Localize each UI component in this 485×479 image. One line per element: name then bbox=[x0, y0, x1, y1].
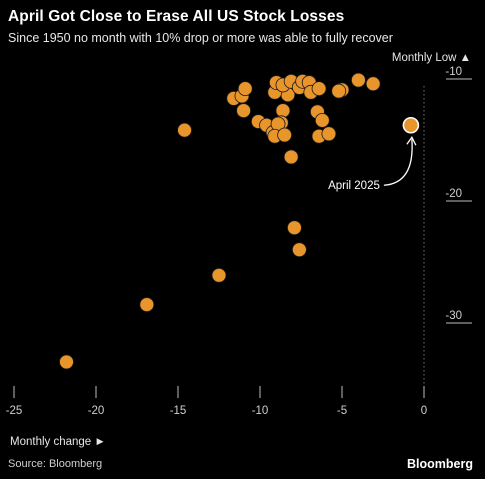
data-point bbox=[277, 127, 293, 143]
x-axis-label: Monthly change ► bbox=[10, 436, 106, 448]
x-tick-label: -5 bbox=[337, 405, 347, 417]
x-tick-label: -10 bbox=[252, 405, 269, 417]
chart-title: April Got Close to Erase All US Stock Lo… bbox=[8, 8, 345, 25]
data-point bbox=[331, 83, 347, 99]
data-point bbox=[59, 354, 74, 370]
data-point bbox=[236, 103, 252, 118]
source-note: Source: Bloomberg bbox=[8, 458, 103, 470]
x-tick-label: -25 bbox=[6, 405, 23, 417]
x-tick-label: -15 bbox=[170, 405, 187, 417]
highlight-annotation: April 2025 bbox=[328, 116, 420, 192]
data-point bbox=[237, 81, 253, 97]
annotation-arrowhead bbox=[406, 135, 417, 146]
data-point bbox=[291, 242, 307, 258]
data-point bbox=[177, 122, 192, 138]
y-tick-label: -30 bbox=[445, 310, 462, 322]
y-axis-label: Monthly Low ▲ bbox=[392, 52, 471, 64]
data-point bbox=[275, 103, 291, 118]
data-points bbox=[59, 72, 381, 370]
data-point bbox=[287, 220, 302, 236]
data-point bbox=[311, 81, 327, 97]
y-tick-label: -20 bbox=[445, 188, 462, 200]
data-point bbox=[350, 72, 366, 88]
x-tick-label: -20 bbox=[88, 405, 105, 417]
data-point bbox=[321, 126, 337, 142]
bloomberg-logo: Bloomberg bbox=[407, 457, 473, 471]
data-point bbox=[283, 149, 299, 165]
x-tick-label: 0 bbox=[421, 405, 427, 417]
highlight-point bbox=[402, 116, 420, 134]
annotation-label: April 2025 bbox=[328, 180, 380, 192]
axes: -25 -20 -15 -10 -5 0 -10 -20 -30 bbox=[6, 66, 472, 417]
data-point bbox=[365, 76, 381, 92]
data-point bbox=[211, 267, 227, 283]
annotation-arrow bbox=[383, 139, 413, 186]
chart-subtitle: Since 1950 no month with 10% drop or mor… bbox=[8, 31, 393, 45]
data-point bbox=[314, 112, 330, 128]
y-tick-label: -10 bbox=[445, 66, 462, 78]
data-point bbox=[139, 297, 155, 312]
